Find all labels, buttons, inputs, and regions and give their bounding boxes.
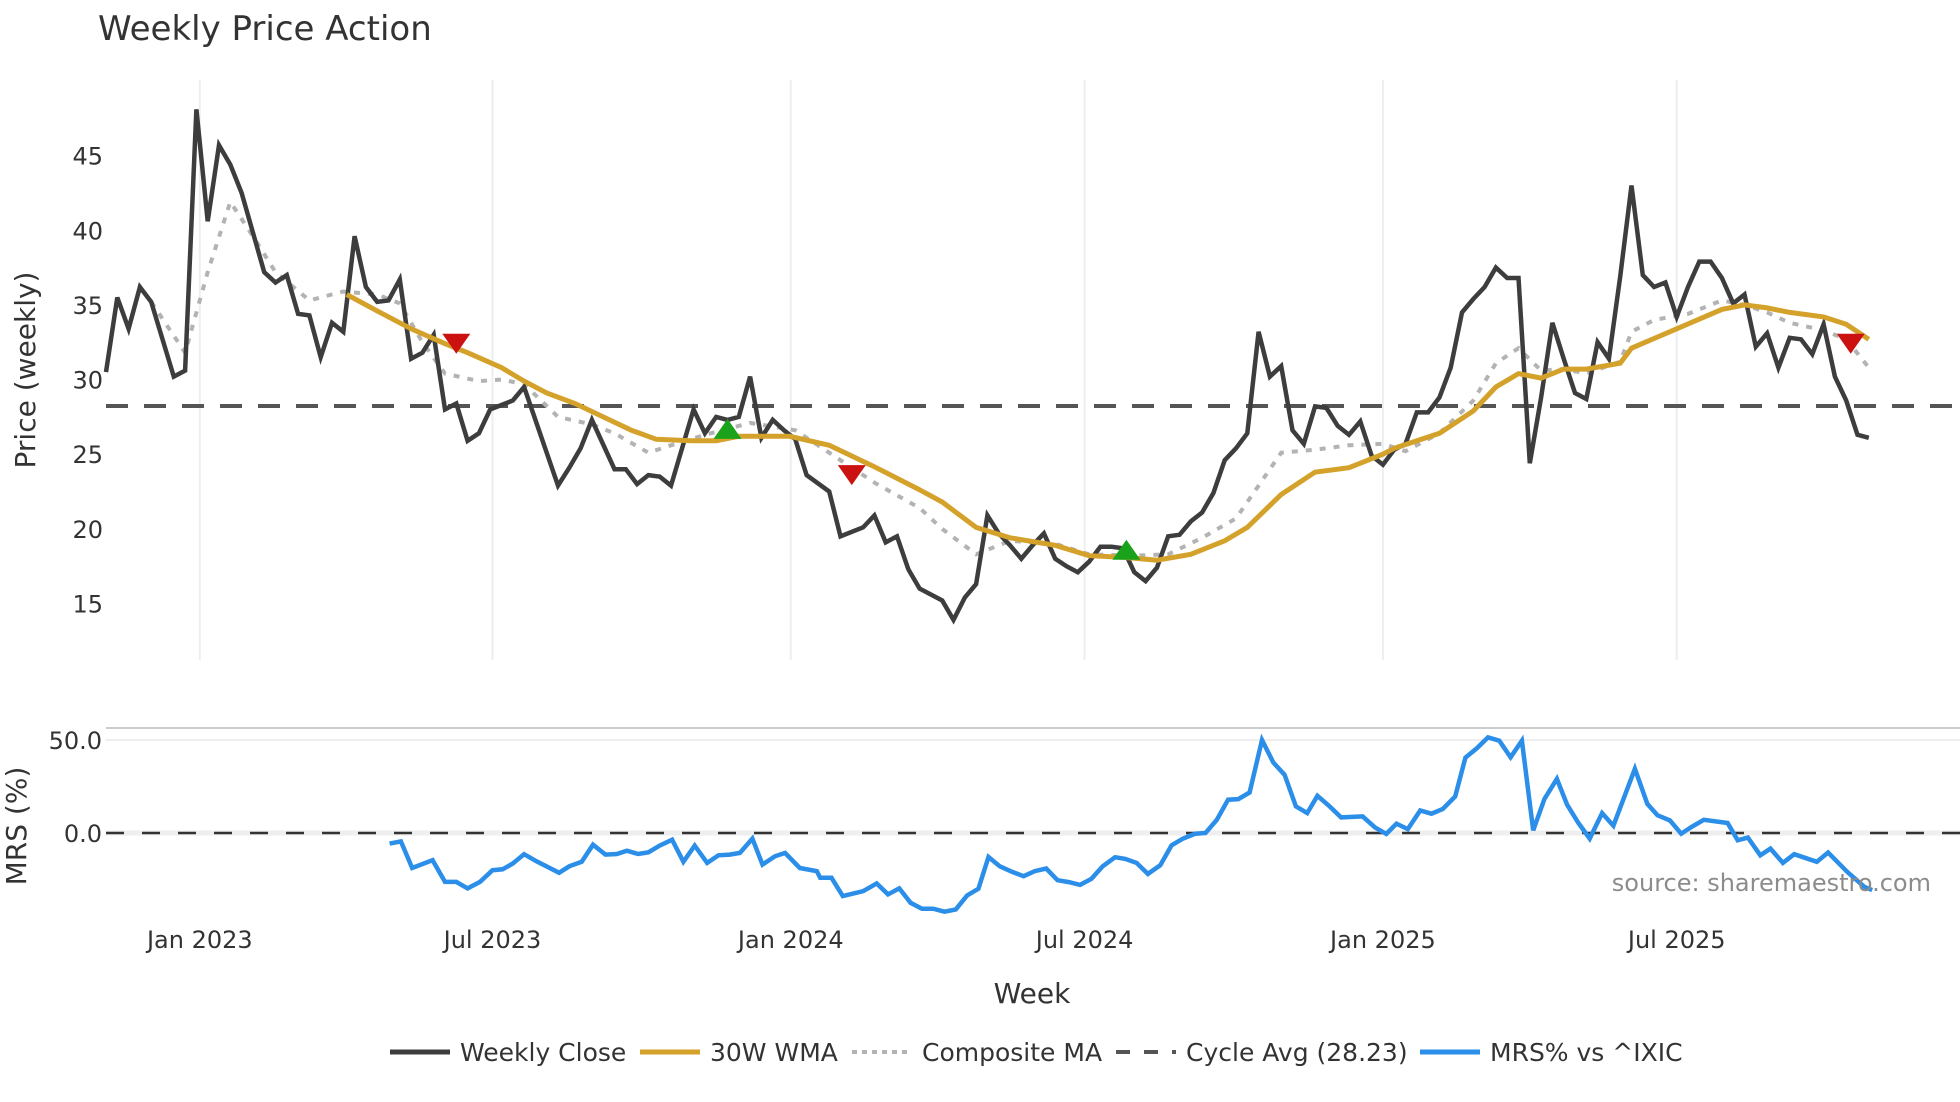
x-tick-label: Jan 2023 <box>145 926 253 954</box>
wma-30w-line <box>345 292 1871 563</box>
legend-label: MRS% vs ^IXIC <box>1490 1038 1683 1067</box>
legend-label: Cycle Avg (28.23) <box>1186 1038 1408 1067</box>
price-y-tick-label: 15 <box>72 591 103 619</box>
chart-title: Weekly Price Action <box>98 9 432 49</box>
composite-ma-line <box>149 197 1871 558</box>
x-tick-label: Jul 2025 <box>1626 926 1726 954</box>
mrs-y-axis-title: MRS (%) <box>0 767 33 886</box>
x-tick-label: Jan 2024 <box>736 926 844 954</box>
source-note: source: sharemaestro.com <box>1612 869 1931 897</box>
legend-label: Composite MA <box>922 1038 1102 1067</box>
sell-signal-down-triangle-icon <box>1836 333 1865 354</box>
buy-signal-up-triangle-icon <box>1112 539 1141 560</box>
mrs-panel: 50.0 0.0 MRS (%) source: sharemaestro.co… <box>0 727 1960 915</box>
price-panel: 15 20 25 30 35 40 45 Price (weekly) <box>9 80 1960 660</box>
sell-signal-down-triangle-icon <box>837 465 866 486</box>
price-y-tick-label: 40 <box>72 217 103 245</box>
mrs-tick-50: 50.0 <box>49 727 102 755</box>
price-y-tick-label: 20 <box>72 516 103 544</box>
legend-label: Weekly Close <box>460 1038 626 1067</box>
legend-label: 30W WMA <box>710 1038 838 1067</box>
price-vertical-gridlines <box>198 80 1678 660</box>
legend: Weekly Close 30W WMA Composite MA Cycle Avg… <box>390 1038 1683 1067</box>
buy-signal-up-triangle-icon <box>713 418 742 439</box>
x-tick-label: Jan 2025 <box>1328 926 1436 954</box>
mrs-tick-0: 0.0 <box>64 820 102 848</box>
mrs-line <box>389 733 1874 915</box>
x-tick-labels: Jan 2023 Jul 2023 Jan 2024 Jul 2024 Jan 2025… <box>145 926 1726 954</box>
price-y-tick-label: 25 <box>72 441 103 469</box>
x-tick-label: Jul 2023 <box>442 926 542 954</box>
price-y-tick-label: 30 <box>72 367 103 395</box>
price-y-tick-label: 35 <box>72 292 103 320</box>
sell-signal-down-triangle-icon <box>442 333 471 354</box>
price-y-tick-labels: 15 20 25 30 35 40 45 <box>72 143 103 619</box>
signal-markers <box>442 333 1865 560</box>
x-tick-label: Jul 2024 <box>1034 926 1134 954</box>
price-y-axis-title: Price (weekly) <box>9 272 42 469</box>
x-axis-title: Week <box>994 977 1071 1010</box>
price-y-tick-label: 45 <box>72 143 103 171</box>
